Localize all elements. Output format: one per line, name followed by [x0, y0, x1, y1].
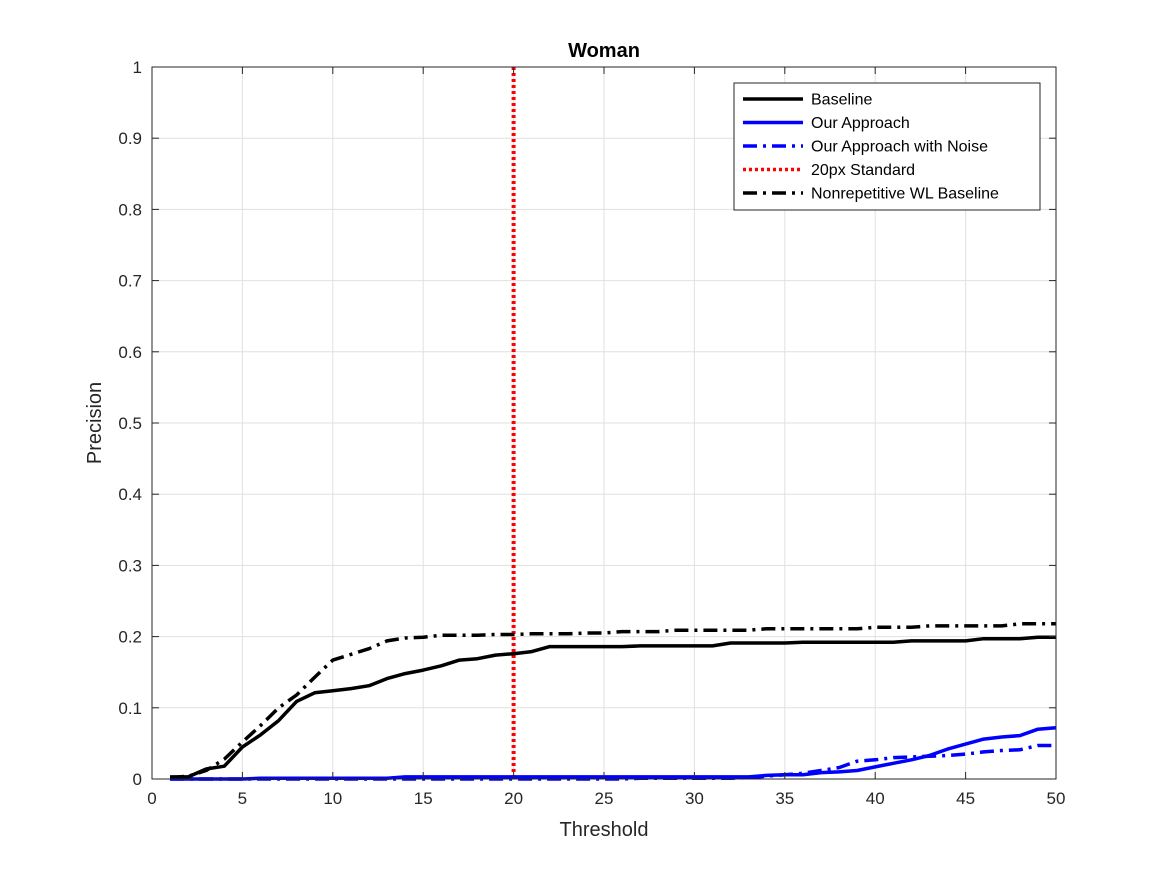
legend-label-our-approach: Our Approach: [811, 115, 910, 132]
legend-label-nonrepetitive-wl-baseline: Nonrepetitive WL Baseline: [811, 186, 999, 203]
x-axis-label: Threshold: [560, 819, 649, 841]
x-tick-label: 25: [595, 789, 614, 808]
y-tick-label: 0.7: [118, 272, 142, 291]
x-tick-label: 35: [775, 789, 794, 808]
x-tick-label: 45: [956, 789, 975, 808]
x-tick-label: 50: [1047, 789, 1066, 808]
series-baseline: [170, 635, 1056, 779]
chart-title: Woman: [568, 40, 640, 62]
y-tick-label: 0.4: [118, 485, 142, 504]
y-tick-label: 0.2: [118, 628, 142, 647]
y-tick-label: 0.8: [118, 200, 142, 219]
y-tick-label: 0.1: [118, 699, 142, 718]
legend-label-20px-standard: 20px Standard: [811, 162, 915, 179]
x-tick-label: 0: [147, 789, 156, 808]
y-tick-label: 0.5: [118, 414, 142, 433]
x-tick-label: 20: [504, 789, 523, 808]
y-tick-label: 0.9: [118, 129, 142, 148]
legend: Baseline Our Approach Our Approach with No…: [733, 82, 1041, 211]
legend-label-baseline: Baseline: [811, 92, 872, 109]
x-tick-label: 30: [685, 789, 704, 808]
x-tick-label: 10: [323, 789, 342, 808]
y-tick-label: 0: [133, 770, 142, 789]
y-tick-label: 1: [133, 58, 142, 77]
x-tick-label: 5: [238, 789, 247, 808]
ticks: 0 5 10 15 20 25 30 35 40 45 50 0 0.1 0.2 0.3 0.4 0.5 0.6 0…: [118, 58, 1065, 808]
x-tick-label: 15: [414, 789, 433, 808]
legend-label-our-approach-with-noise: Our Approach with Noise: [811, 139, 988, 156]
y-tick-label: 0.3: [118, 556, 142, 575]
series-nonrepetitive-wl-baseline: [169, 622, 1056, 780]
y-axis-label: Precision: [84, 382, 106, 464]
x-tick-label: 40: [866, 789, 885, 808]
y-tick-label: 0.6: [118, 343, 142, 362]
